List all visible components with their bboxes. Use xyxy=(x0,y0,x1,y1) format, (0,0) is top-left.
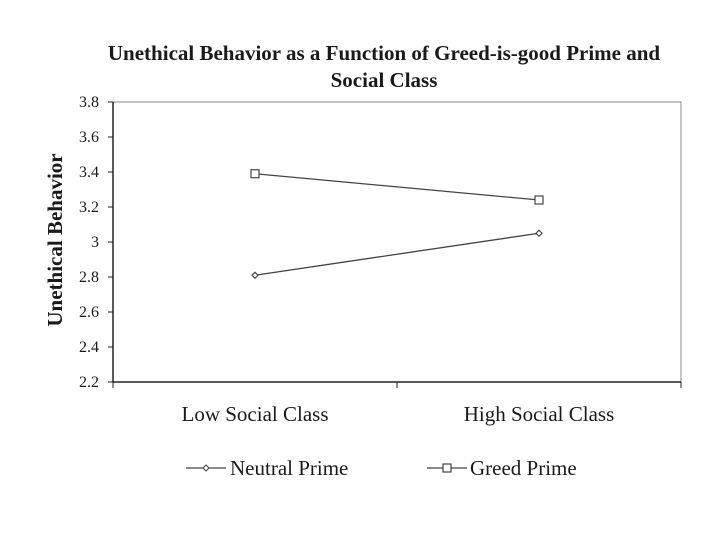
y-tick-label: 2.6 xyxy=(79,304,99,321)
data-point-greed-prime xyxy=(534,195,544,205)
y-tick-label: 3.4 xyxy=(79,164,99,181)
x-category-label: High Social Class xyxy=(464,402,615,426)
data-point-neutral-prime xyxy=(251,271,259,280)
legend-label-greed: Greed Prime xyxy=(470,456,577,480)
chart-title-line-2: Social Class xyxy=(331,68,438,92)
legend-marker-greed xyxy=(442,463,452,473)
series-line-greed-prime xyxy=(254,173,540,201)
y-tick-label: 3.2 xyxy=(79,199,99,216)
chart-title-line-1: Unethical Behavior as a Function of Gree… xyxy=(108,41,661,65)
plot-area xyxy=(112,101,682,383)
legend: Neutral Prime Greed Prime xyxy=(186,456,577,480)
x-axis-categories: Low Social Class High Social Class xyxy=(112,382,682,426)
legend-marker-neutral xyxy=(202,464,210,472)
y-tick-label: 2.2 xyxy=(79,374,99,391)
y-tick-label: 2.4 xyxy=(79,339,99,356)
data-point-greed-prime xyxy=(250,169,260,179)
y-axis-ticks: 2.2 2.4 2.6 2.8 3 3.2 3.4 3.6 3.8 xyxy=(79,94,113,391)
series-layer xyxy=(250,169,544,280)
series-line-neutral-prime xyxy=(254,232,540,276)
y-tick-label: 3 xyxy=(91,234,99,251)
data-point-neutral-prime xyxy=(535,229,543,238)
legend-label-neutral: Neutral Prime xyxy=(230,456,348,480)
y-tick-label: 3.6 xyxy=(79,129,99,146)
y-axis-label: Unethical Behavior xyxy=(43,153,67,326)
x-category-label: Low Social Class xyxy=(182,402,329,426)
y-tick-label: 2.8 xyxy=(79,269,99,286)
y-tick-label: 3.8 xyxy=(79,94,99,111)
